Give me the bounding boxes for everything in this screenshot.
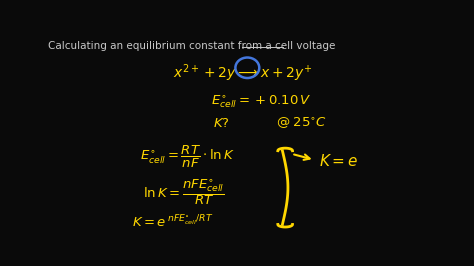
Text: $K=e$: $K=e$ [319,153,358,169]
Text: $@\;25^{\circ}C$: $@\;25^{\circ}C$ [276,115,327,131]
Text: $E^{\circ}_{cell} = \dfrac{RT}{nF} \cdot \ln K$: $E^{\circ}_{cell} = \dfrac{RT}{nF} \cdot… [140,144,236,170]
Text: $E^{\circ}_{cell} = +0.10\,V$: $E^{\circ}_{cell} = +0.10\,V$ [211,93,311,110]
Text: $\ln K = \dfrac{nFE^{\circ}_{cell}}{RT}$: $\ln K = \dfrac{nFE^{\circ}_{cell}}{RT}$ [143,177,225,207]
Text: $K?$: $K?$ [212,117,229,130]
Text: $K = e^{\,nFE^{\circ}_{cell}/RT}$: $K = e^{\,nFE^{\circ}_{cell}/RT}$ [132,214,214,231]
Text: $x^{2+} + 2y \longrightarrow x + 2y^{+}$: $x^{2+} + 2y \longrightarrow x + 2y^{+}$ [173,62,312,84]
Text: Calculating an equilibrium constant from a cell voltage: Calculating an equilibrium constant from… [48,41,335,51]
